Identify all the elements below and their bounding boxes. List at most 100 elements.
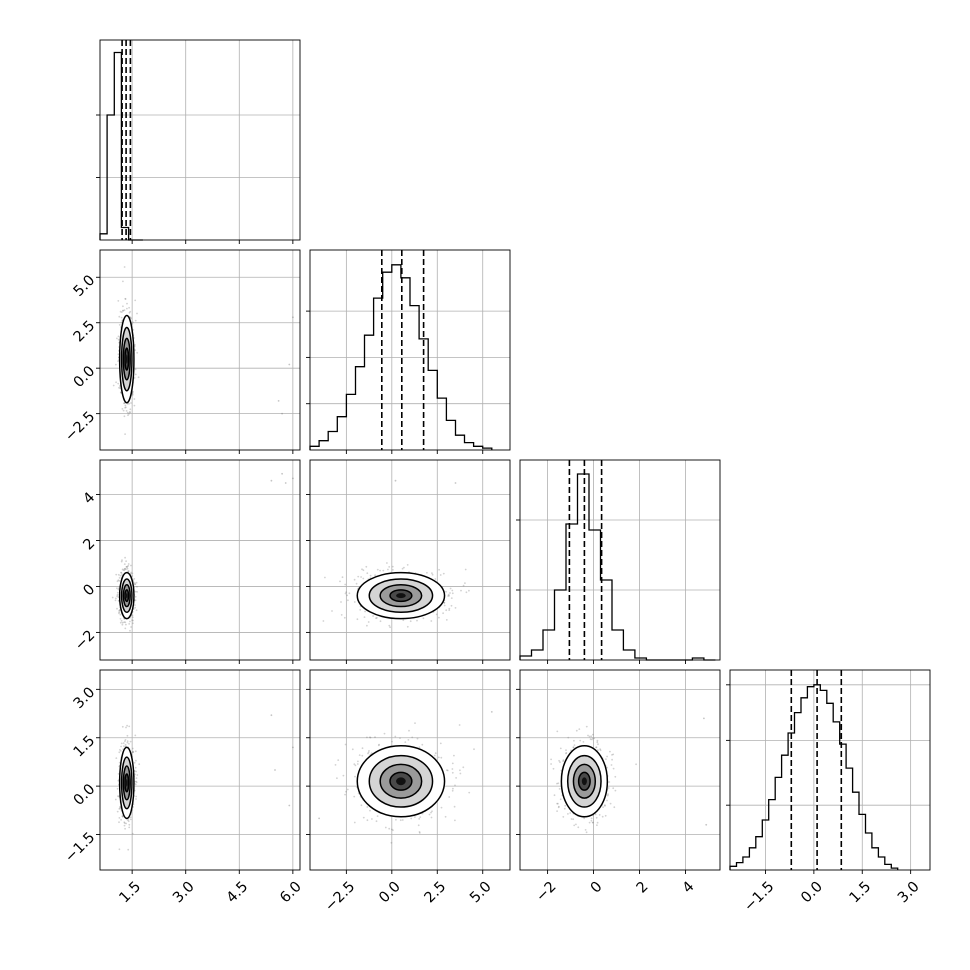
scatter-point — [120, 571, 123, 574]
y-tick-label: 1.5 — [71, 733, 99, 761]
contour-line — [124, 773, 130, 793]
scatter-point — [445, 609, 448, 612]
scatter-point — [596, 739, 599, 742]
scatter-point — [445, 590, 447, 593]
scatter-point — [354, 775, 356, 778]
scatter-point — [119, 807, 122, 810]
scatter-point — [614, 775, 617, 778]
scatter-point — [395, 818, 397, 821]
scatter-point — [117, 353, 120, 356]
scatter-point — [388, 566, 391, 568]
scatter-point — [136, 591, 139, 593]
scatter-point — [445, 619, 448, 621]
scatter-point — [556, 730, 559, 733]
scatter-point — [112, 384, 115, 387]
scatter-point — [607, 787, 610, 789]
scatter-point — [281, 412, 283, 415]
scatter-point — [134, 349, 137, 351]
scatter-point — [127, 414, 129, 417]
scatter-point — [131, 832, 134, 835]
scatter-point — [288, 363, 291, 366]
scatter-point — [128, 311, 131, 314]
scatter-point — [448, 609, 451, 611]
scatter-point — [131, 575, 134, 577]
scatter-point — [592, 821, 594, 824]
scatter-point — [605, 758, 607, 760]
x-tick-label: 2.5 — [422, 879, 450, 907]
scatter-point — [119, 391, 122, 394]
scatter-point — [595, 746, 598, 749]
scatter-point — [419, 816, 422, 818]
scatter-point — [430, 816, 433, 819]
scatter-point — [127, 848, 130, 851]
scatter-point — [367, 621, 370, 623]
scatter-point — [418, 746, 421, 749]
joint-content — [111, 472, 294, 632]
scatter-point — [592, 737, 594, 739]
scatter-point — [440, 756, 443, 759]
scatter-point — [439, 742, 442, 745]
scatter-point — [559, 747, 562, 750]
panel-frame — [309, 459, 511, 661]
x-tick-label: 1.5 — [117, 879, 145, 907]
scatter-point — [346, 788, 349, 791]
scatter-point — [134, 319, 137, 322]
scatter-point — [443, 601, 446, 604]
scatter-point — [133, 761, 136, 764]
scatter-point — [459, 769, 461, 772]
scatter-point — [451, 768, 454, 770]
scatter-point — [440, 806, 443, 809]
scatter-point — [408, 729, 410, 732]
scatter-point — [133, 578, 136, 580]
scatter-point — [116, 593, 119, 596]
scatter-point — [115, 381, 117, 384]
scatter-point — [284, 482, 287, 484]
scatter-point — [376, 617, 378, 619]
scatter-point — [449, 592, 451, 594]
scatter-point — [125, 566, 128, 568]
scatter-point — [123, 402, 126, 405]
scatter-point — [118, 315, 121, 318]
scatter-point — [115, 363, 117, 366]
scatter-point — [376, 815, 379, 817]
scatter-point — [562, 816, 565, 818]
scatter-point — [134, 595, 137, 598]
scatter-point — [124, 404, 127, 407]
contour-line — [124, 589, 130, 603]
scatter-point — [117, 300, 120, 302]
contour-line — [118, 746, 135, 820]
scatter-point — [414, 816, 416, 818]
scatter-point — [134, 373, 137, 376]
scatter-point — [369, 736, 372, 739]
scatter-point — [119, 621, 122, 624]
joint-content — [112, 266, 294, 435]
scatter-point — [129, 572, 132, 575]
density-level — [126, 779, 128, 787]
scatter-point — [134, 368, 137, 371]
scatter-point — [118, 848, 121, 851]
scatter-point — [370, 752, 373, 755]
scatter-point — [128, 411, 131, 413]
scatter-point — [124, 556, 126, 559]
scatter-point — [384, 826, 387, 829]
scatter-point — [604, 814, 607, 817]
scatter-point — [344, 793, 346, 796]
scatter-point — [120, 742, 123, 745]
scatter-point — [123, 568, 126, 570]
scatter-point — [119, 574, 122, 577]
scatter-point — [453, 754, 455, 757]
scatter-point — [455, 777, 457, 779]
scatter-point — [431, 572, 433, 574]
scatter-point — [599, 748, 601, 750]
scatter-point — [390, 828, 393, 831]
scatter-point — [118, 386, 120, 389]
scatter-point — [129, 620, 131, 623]
scatter-point — [344, 592, 347, 595]
scatter-point — [126, 307, 128, 310]
scatter-point — [133, 404, 136, 407]
scatter-point — [375, 820, 378, 823]
scatter-point — [119, 805, 122, 808]
scatter-point — [365, 565, 368, 568]
scatter-point — [590, 735, 593, 738]
